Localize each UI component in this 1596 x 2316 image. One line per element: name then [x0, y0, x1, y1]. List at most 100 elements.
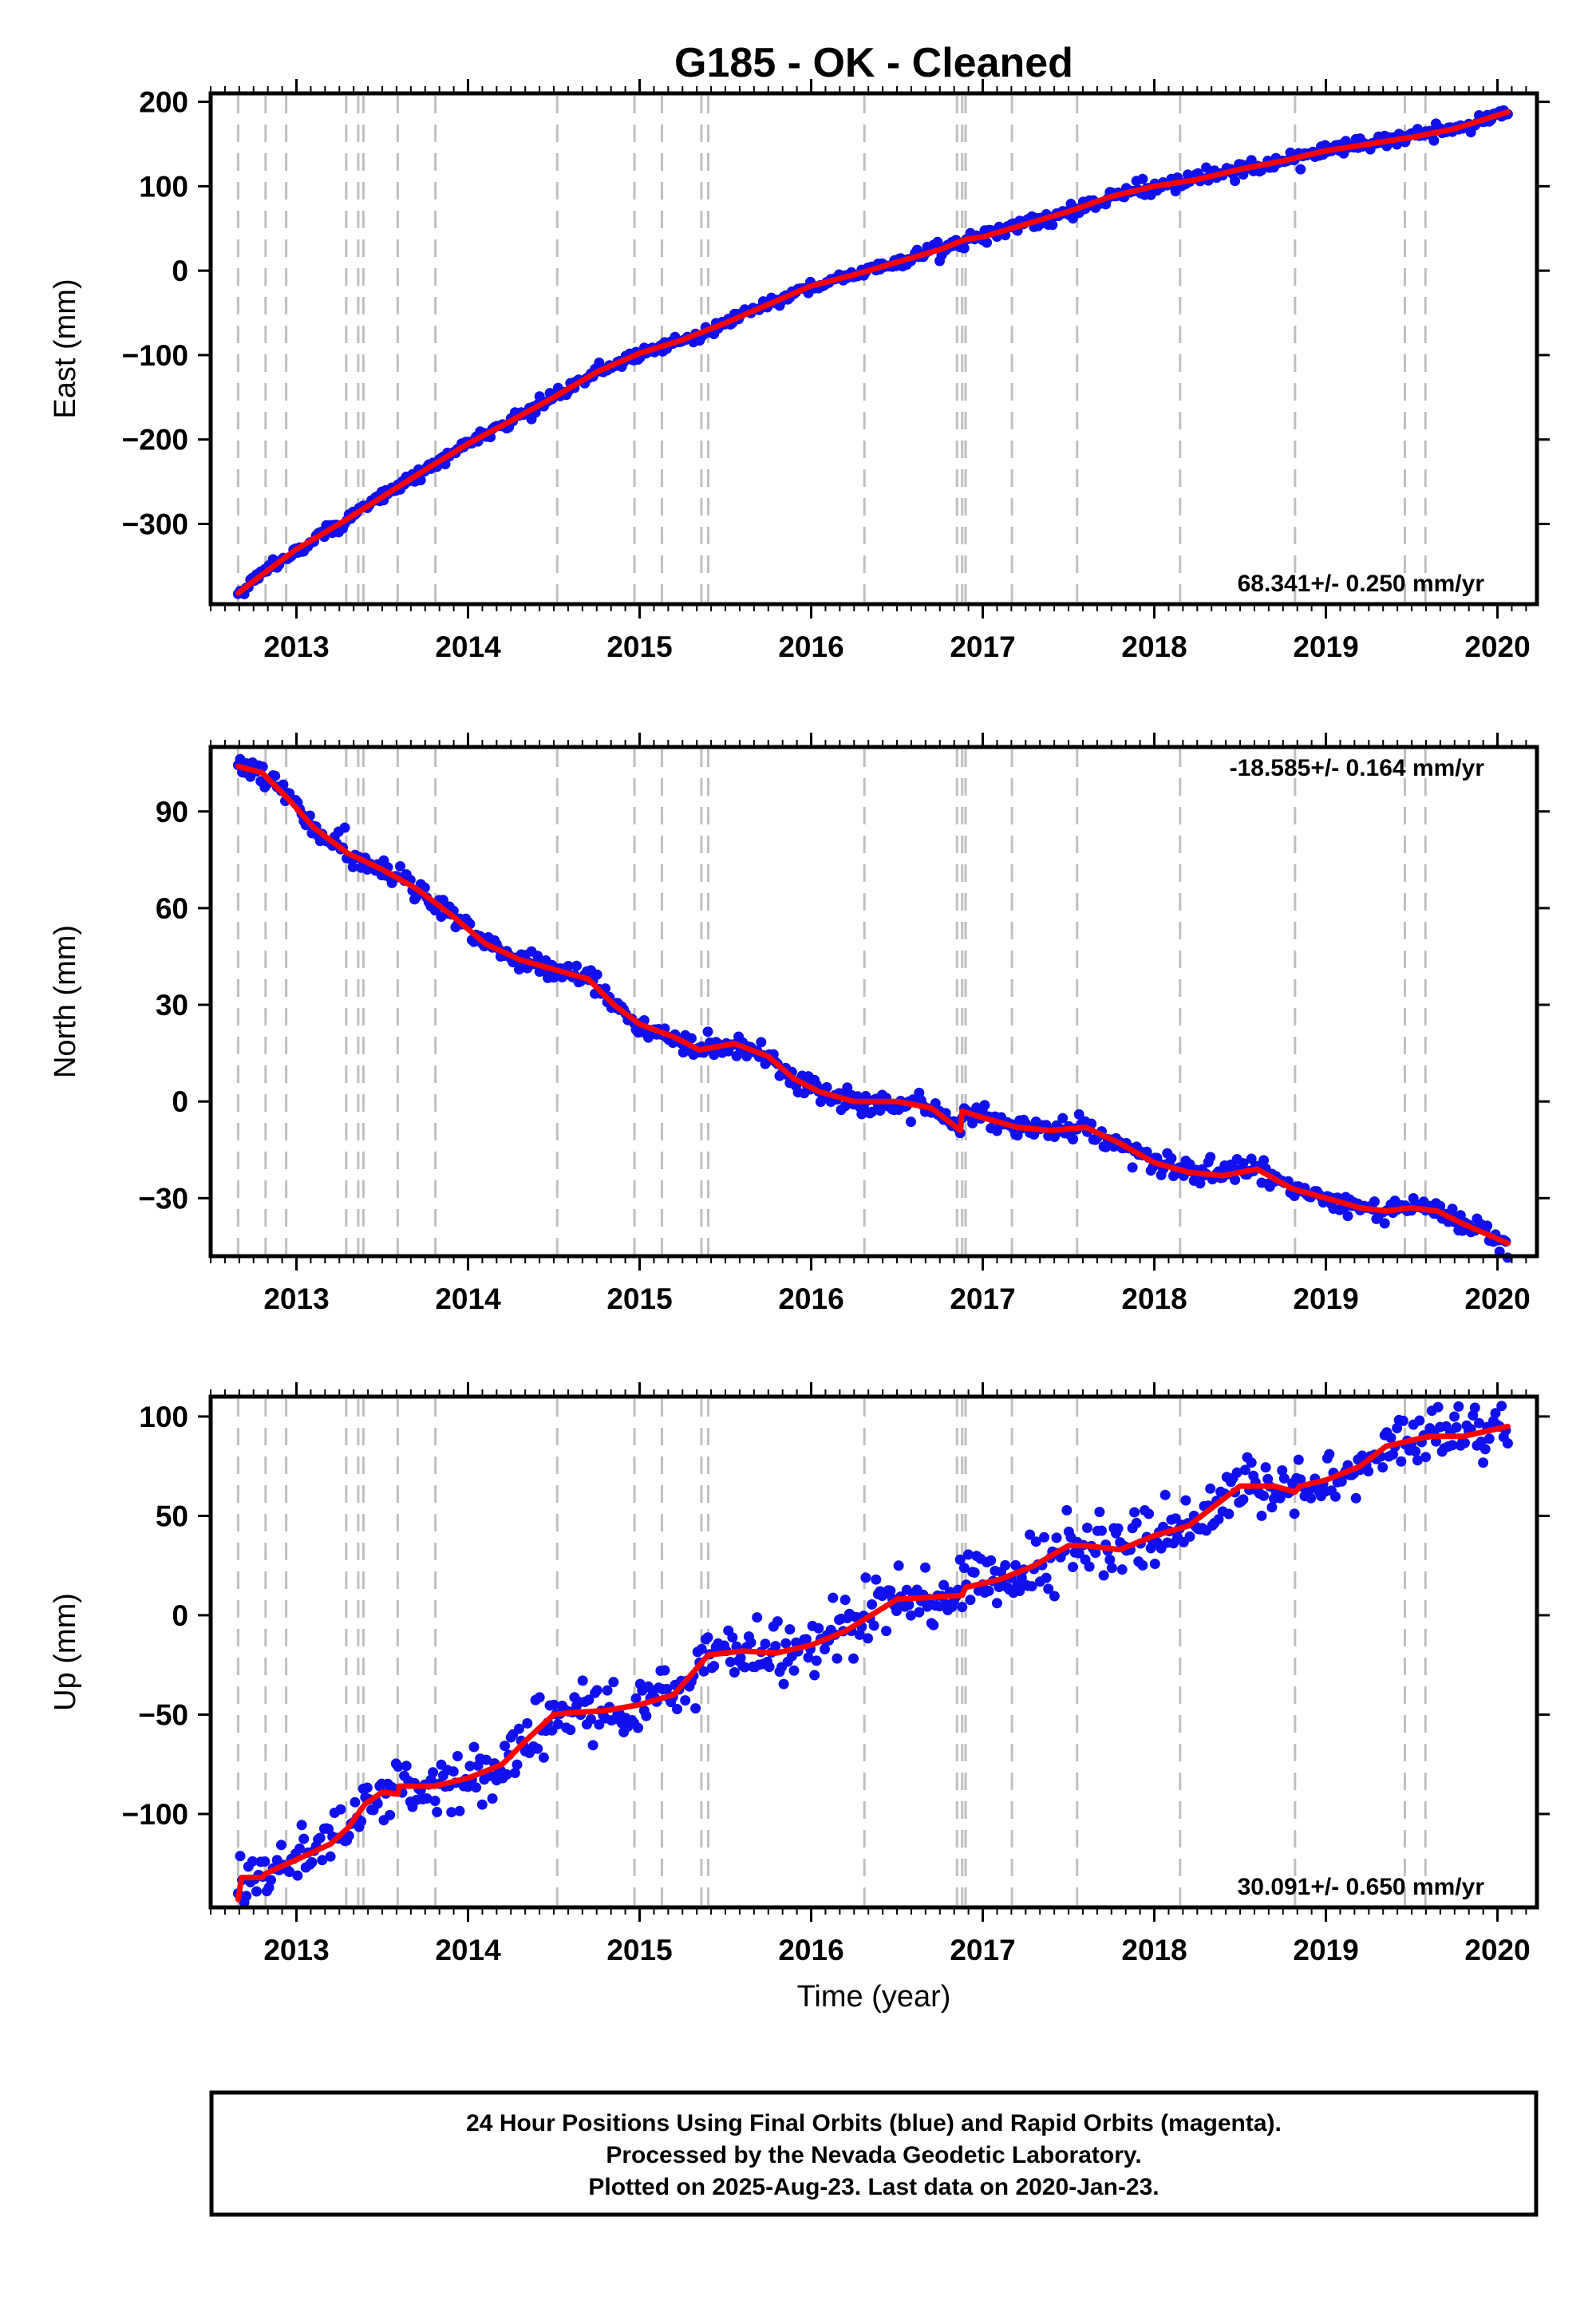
x-tick-label: 2019	[1293, 1282, 1358, 1315]
data-point	[1496, 1401, 1507, 1412]
data-point	[881, 1626, 892, 1637]
data-point	[446, 1807, 457, 1818]
data-point	[735, 1652, 746, 1663]
data-point	[1082, 1522, 1092, 1533]
data-point	[532, 1743, 543, 1754]
x-tick-label: 2016	[778, 1282, 843, 1315]
x-tick-label: 2013	[263, 1282, 329, 1315]
data-point	[587, 1740, 598, 1751]
data-point	[788, 1665, 800, 1676]
data-point	[756, 1037, 767, 1048]
data-point	[1061, 1504, 1073, 1516]
y-tick-label: 90	[156, 796, 188, 828]
data-point	[820, 1644, 830, 1654]
model-fit-line	[235, 1423, 1511, 1903]
data-point	[1039, 1531, 1049, 1543]
data-point	[698, 1666, 709, 1677]
data-point	[1223, 1508, 1235, 1520]
data-point	[538, 1752, 549, 1763]
footer-box: 24 Hour Positions Using Final Orbits (bl…	[209, 2090, 1539, 2217]
data-point	[672, 1704, 682, 1714]
data-point	[780, 1638, 792, 1649]
data-point	[393, 1761, 404, 1773]
data-point	[1295, 164, 1306, 175]
data-point	[552, 1718, 563, 1729]
data-point	[487, 1793, 498, 1804]
data-point	[1502, 1438, 1513, 1448]
data-point	[1116, 1564, 1128, 1575]
data-point	[891, 1606, 902, 1616]
data-point	[1239, 1464, 1250, 1476]
data-point	[314, 1832, 326, 1844]
data-point	[548, 1699, 559, 1710]
data-point	[1238, 1158, 1249, 1169]
data-point	[809, 1670, 820, 1681]
data-point	[1238, 1494, 1249, 1505]
up-panel: 100 50 0 −50 −100 2013 2014 2015 2016 2017 2018 201…	[49, 1382, 1550, 1966]
data-point	[725, 1657, 736, 1667]
data-point	[965, 1595, 976, 1606]
data-point	[1129, 1507, 1140, 1518]
data-point	[1274, 1492, 1286, 1504]
footer-line-1: 24 Hour Positions Using Final Orbits (bl…	[466, 2110, 1282, 2136]
footer-line-2: Processed by the Nevada Geodetic Laborat…	[606, 2142, 1141, 2168]
data-point	[842, 1082, 853, 1093]
data-point	[1098, 1570, 1109, 1581]
data-point	[784, 1624, 796, 1635]
data-point	[813, 1622, 824, 1634]
x-tick-label: 2013	[263, 630, 329, 663]
data-point	[306, 1857, 318, 1867]
data-point	[448, 1766, 459, 1777]
data-point	[583, 1694, 595, 1705]
x-tick-label: 2014	[435, 1934, 501, 1966]
y-tick-label: 0	[172, 1599, 188, 1632]
data-point	[1369, 1196, 1380, 1207]
data-point	[1000, 1559, 1011, 1571]
data-point	[839, 1595, 851, 1606]
data-point	[685, 1033, 697, 1044]
data-point	[476, 1799, 488, 1810]
data-point	[1213, 1514, 1224, 1525]
data-point	[633, 1722, 644, 1733]
data-point	[1412, 1455, 1423, 1466]
data-point	[867, 1599, 878, 1610]
data-point	[1392, 1423, 1403, 1433]
data-point	[1205, 1152, 1216, 1163]
data-point	[1137, 1559, 1148, 1571]
data-point	[1385, 1433, 1396, 1444]
data-point	[1096, 1525, 1107, 1536]
data-point	[1350, 1492, 1361, 1504]
data-point	[251, 1886, 262, 1897]
data-point	[1104, 1554, 1116, 1565]
data-point	[1025, 1529, 1036, 1540]
data-point	[514, 1723, 524, 1734]
data-point	[690, 1703, 701, 1714]
data-point	[1106, 1563, 1117, 1574]
data-point	[962, 1549, 974, 1560]
data-point	[1137, 173, 1148, 184]
y-tick-label: −300	[122, 508, 188, 541]
data-point	[471, 1782, 482, 1793]
data-point	[969, 1567, 980, 1578]
data-point	[565, 1725, 576, 1736]
data-point	[1131, 1517, 1142, 1528]
data-point	[361, 1782, 373, 1793]
data-point	[1084, 1561, 1095, 1572]
x-tick-label: 2014	[435, 1282, 501, 1315]
data-point	[1432, 1401, 1444, 1413]
data-point	[906, 1610, 916, 1621]
data-point	[811, 1655, 822, 1666]
model-fit-line	[235, 763, 1511, 1247]
plot-frame	[208, 745, 1539, 1259]
data-point	[729, 1667, 740, 1678]
data-point	[372, 1798, 383, 1809]
data-point	[1451, 1422, 1462, 1433]
x-tick-label: 2015	[606, 1934, 672, 1966]
x-tick-label: 2015	[606, 630, 672, 663]
data-point	[500, 1741, 510, 1752]
data-point	[868, 1620, 879, 1631]
data-point	[385, 1809, 396, 1820]
data-point	[401, 1761, 412, 1772]
data-point	[630, 1693, 642, 1704]
